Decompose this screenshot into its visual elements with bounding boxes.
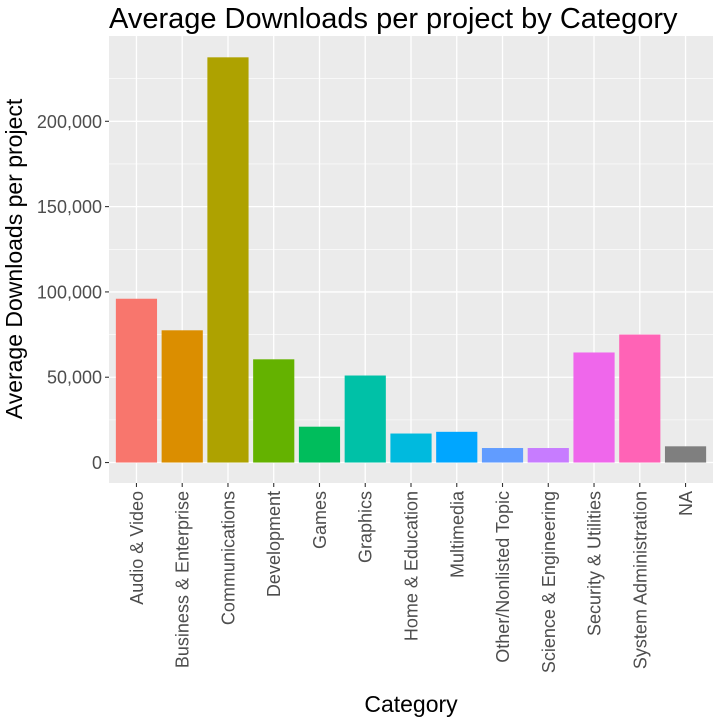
bar: [527, 448, 569, 463]
y-axis: 0 50,000 100,000 150,000 200,000: [37, 112, 109, 473]
y-axis-title: Average Downloads per project: [1, 98, 27, 419]
x-tick-label: Other/Nonlisted Topic: [493, 491, 513, 663]
y-tick-label: 100,000: [37, 282, 102, 302]
chart-title: Average Downloads per project by Categor…: [109, 3, 678, 35]
x-tick-label: Development: [264, 491, 284, 597]
x-tick-label: Home & Education: [402, 491, 422, 641]
bar: [390, 433, 432, 463]
bar: [344, 375, 386, 463]
x-tick-label: NA: [676, 491, 696, 516]
bar: [115, 298, 158, 463]
bar: [161, 330, 203, 463]
x-tick-label: Games: [310, 491, 330, 549]
x-tick-label: Graphics: [356, 491, 376, 563]
x-tick-label: Communications: [218, 491, 238, 625]
y-tick-label: 50,000: [47, 368, 102, 388]
bar: [619, 334, 661, 463]
x-tick-label: Business & Enterprise: [173, 491, 193, 668]
bar: [253, 359, 295, 463]
y-tick-label: 150,000: [37, 197, 102, 217]
x-tick-label: Science & Engineering: [539, 491, 559, 673]
y-tick-label: 0: [92, 453, 102, 473]
bar: [207, 57, 249, 463]
bar: [573, 352, 615, 463]
bar: [481, 448, 524, 463]
bar: [436, 431, 478, 463]
x-tick-label: Audio & Video: [127, 491, 147, 605]
bar: [664, 446, 707, 463]
bars: [115, 57, 707, 463]
x-tick-label: Security & Utilities: [585, 491, 605, 636]
x-tick-label: Multimedia: [447, 490, 467, 578]
y-tick-label: 200,000: [37, 112, 102, 132]
x-tick-label: System Administration: [630, 491, 650, 669]
x-axis: Audio & Video Business & Enterprise Commun…: [127, 483, 696, 673]
x-axis-title: Category: [364, 691, 458, 717]
bar: [298, 426, 341, 463]
